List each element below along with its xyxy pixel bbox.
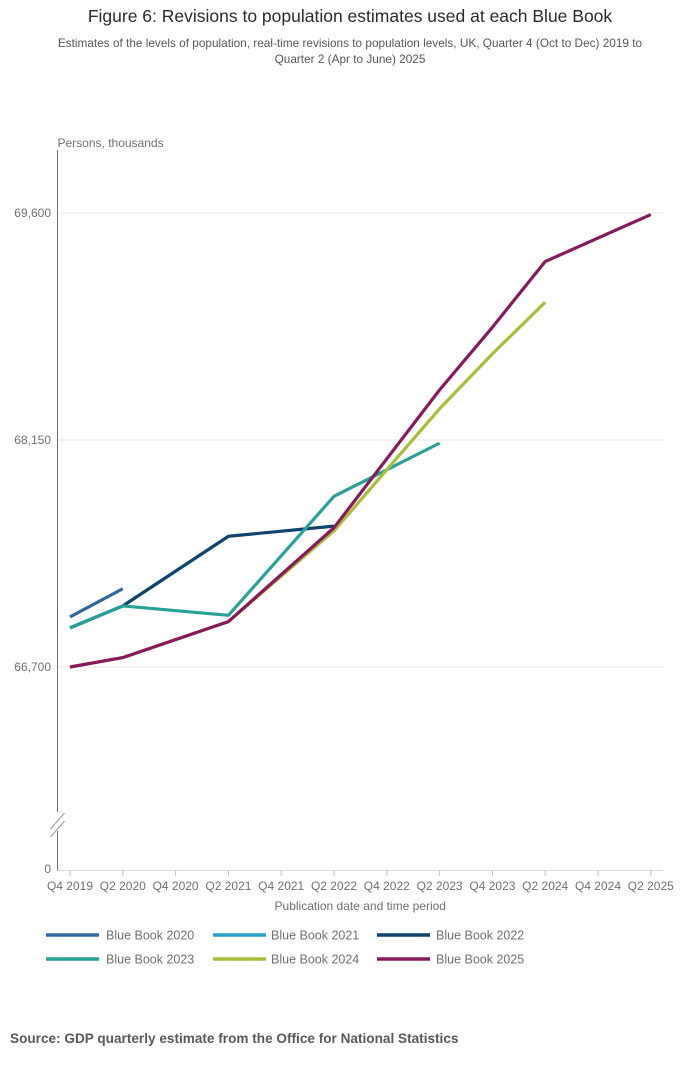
legend-label-blue-book-2021: Blue Book 2021 [271, 929, 359, 943]
y-tick-label: 68,150 [14, 433, 51, 447]
chart-title: Figure 6: Revisions to population estima… [87, 6, 613, 26]
x-axis-title: Publication date and time period [275, 899, 446, 913]
chart-line-blue-book-2020 [69, 587, 124, 619]
x-tick-label: Q2 2021 [205, 879, 251, 893]
y-tick-label: 69,600 [14, 206, 51, 220]
x-tick-label: Q2 2024 [522, 879, 568, 893]
x-tick-label: Q2 2023 [417, 879, 463, 893]
axis-break-slash [50, 812, 65, 830]
y-zero-label: 0 [44, 862, 51, 876]
chart-line-blue-book-2023 [69, 441, 441, 630]
y-tick-label: 66,700 [14, 660, 51, 674]
x-tick-label: Q2 2020 [100, 879, 146, 893]
x-tick-label: Q2 2025 [628, 879, 674, 893]
x-tick-label: Q4 2023 [469, 879, 515, 893]
x-tick-label: Q4 2019 [47, 879, 93, 893]
chart-line-blue-book-2024 [69, 301, 547, 669]
legend-label-blue-book-2022: Blue Book 2022 [436, 929, 524, 943]
x-tick-label: Q2 2022 [311, 879, 357, 893]
chart-subtitle: Estimates of the levels of population, r… [57, 36, 643, 66]
chart-line-blue-book-2025 [69, 213, 652, 669]
axis-break-slash [50, 820, 65, 838]
x-tick-label: Q4 2020 [153, 879, 199, 893]
legend-label-blue-book-2023: Blue Book 2023 [106, 953, 194, 967]
source-note: Source: GDP quarterly estimate from the … [10, 1031, 459, 1046]
y-axis-unit-label: Persons, thousands [58, 136, 164, 150]
x-tick-label: Q4 2022 [364, 879, 410, 893]
legend-label-blue-book-2020: Blue Book 2020 [106, 929, 194, 943]
legend-label-blue-book-2024: Blue Book 2024 [271, 953, 359, 967]
x-tick-label: Q4 2021 [258, 879, 304, 893]
legend-label-blue-book-2025: Blue Book 2025 [436, 953, 524, 967]
x-tick-label: Q4 2024 [575, 879, 621, 893]
